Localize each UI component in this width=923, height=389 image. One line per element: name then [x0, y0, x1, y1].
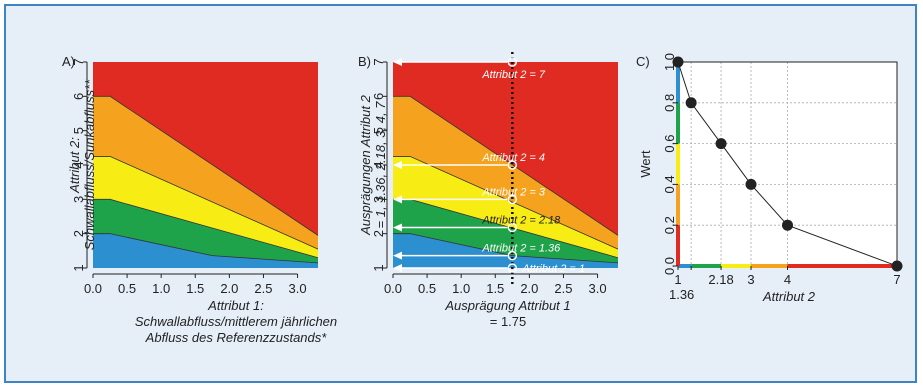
x-tick-label: 2.5 [554, 281, 572, 296]
data-point [782, 219, 793, 231]
y-tick-label: 0.6 [662, 135, 677, 153]
y-axis-label: Attribut 2: [67, 137, 82, 194]
data-point [745, 178, 757, 190]
annotation-label: Attribut 2 = 1.36 [481, 243, 561, 255]
intersection-circle [507, 250, 518, 261]
boundary-line [93, 95, 319, 236]
arrow-head [393, 195, 402, 204]
panel-label: A) [62, 54, 75, 69]
y-tick-label: 3 [71, 196, 86, 203]
y-tick-label: 5 [371, 127, 386, 134]
annotation-label: Attribut 2 = 4 [481, 152, 545, 164]
x-axis-label: Attribut 2 [762, 289, 816, 304]
y-tick-label: 7 [371, 58, 386, 65]
panel-label: B) [358, 54, 371, 69]
x-tick-label: 3.0 [589, 281, 607, 296]
x-tick-label: 2.0 [520, 281, 538, 296]
y-tick-label: 6 [71, 93, 86, 100]
y-tick-label: 4 [371, 161, 386, 168]
y-axis-label: Schwallabfluss/Sunkabfluss** [82, 79, 97, 250]
y-tick-label: 1 [71, 264, 86, 271]
x-axis-label: Attribut 1: [207, 298, 264, 313]
y-tick-label: 0.0 [662, 257, 677, 275]
y-tick-label: 3 [371, 196, 386, 203]
annotation-label: Attribut 2 = 7 [481, 69, 546, 81]
x-tick-label: 3 [747, 272, 754, 287]
y-tick-label: 2 [371, 230, 386, 237]
x-tick-label: 0.5 [118, 281, 136, 296]
x-tick-label: 3.0 [289, 281, 307, 296]
arrow-head [393, 223, 402, 232]
boundary-line [393, 233, 619, 264]
x-tick-label: 0.5 [418, 281, 436, 296]
y-tick-label: 2 [71, 230, 86, 237]
y-tick-label: 1.0 [662, 53, 677, 71]
region-3 [393, 156, 618, 258]
x-tick-label: 1.0 [452, 281, 470, 296]
region-5 [93, 62, 318, 236]
x-tick-label: 0.0 [84, 281, 102, 296]
y-tick-label: 0.8 [662, 94, 677, 112]
region-4 [393, 96, 618, 250]
panel-label: C) [636, 54, 650, 69]
boundary-line [93, 198, 319, 259]
y-axis-label: = 1, 1.36, 2.18, 3, 4, 7 [373, 101, 388, 229]
x-tick-label: 2.5 [254, 281, 272, 296]
y-tick-label: 0.4 [662, 175, 677, 193]
x-axis-label: = 1.75 [490, 314, 527, 329]
region-2 [93, 199, 318, 263]
arrow-head [393, 264, 402, 272]
arrow-head [393, 58, 402, 66]
intersection-circle [507, 160, 518, 170]
intersection-circle [507, 57, 518, 67]
boundary-line [393, 95, 619, 236]
region-2 [393, 199, 618, 263]
x-axis-label: Abfluss des Referenzzustands* [145, 330, 328, 345]
annotation-label: Attribut 2 = 2.18 [481, 214, 561, 226]
x-axis-label: Ausprägung Attribut 1 [444, 298, 570, 313]
boundary-line [93, 233, 319, 264]
data-point [715, 138, 727, 150]
intersection-circle [507, 263, 518, 273]
arrow-head [393, 161, 402, 169]
series-line [677, 61, 898, 267]
x-axis-label: Schwallabfluss/mittlerem jährlichen [135, 314, 337, 329]
region-4 [93, 96, 318, 250]
boundary-line [393, 156, 619, 250]
arrow-head [393, 251, 402, 260]
y-tick-label: 1 [371, 264, 386, 271]
x-tick-label: 2.18 [708, 272, 733, 287]
x-tick-label: 1.0 [152, 281, 170, 296]
intersection-circle [507, 222, 518, 233]
y-axis-label: Ausprägungen Attribut 2 [358, 94, 373, 235]
y-axis-label: Wert [638, 150, 653, 178]
intersection-circle [507, 194, 518, 205]
x-tick-label: 7 [893, 272, 900, 287]
region-5 [393, 62, 618, 236]
x-tick-label: 4 [784, 272, 791, 287]
y-tick-label: 0.2 [662, 216, 677, 234]
x-tick-label: 1.5 [486, 281, 504, 296]
x-tick-label: 1.5 [186, 281, 204, 296]
x-tick-label: 0.0 [384, 281, 402, 296]
boundary-line [93, 156, 319, 250]
annotation-label: Attribut 2 = 3 [481, 186, 546, 198]
x-tick-label: 1 [674, 272, 681, 287]
y-tick-label: 7 [71, 58, 86, 65]
annotation-label: Attribut 2 = 1 [521, 263, 585, 275]
region-3 [93, 156, 318, 258]
y-tick-label: 4 [71, 161, 86, 168]
y-tick-label: 5 [71, 127, 86, 134]
x-tick-label: 1.36 [669, 287, 694, 302]
x-tick-label: 2.0 [220, 281, 238, 296]
data-point [685, 97, 697, 109]
y-tick-label: 6 [371, 93, 386, 100]
